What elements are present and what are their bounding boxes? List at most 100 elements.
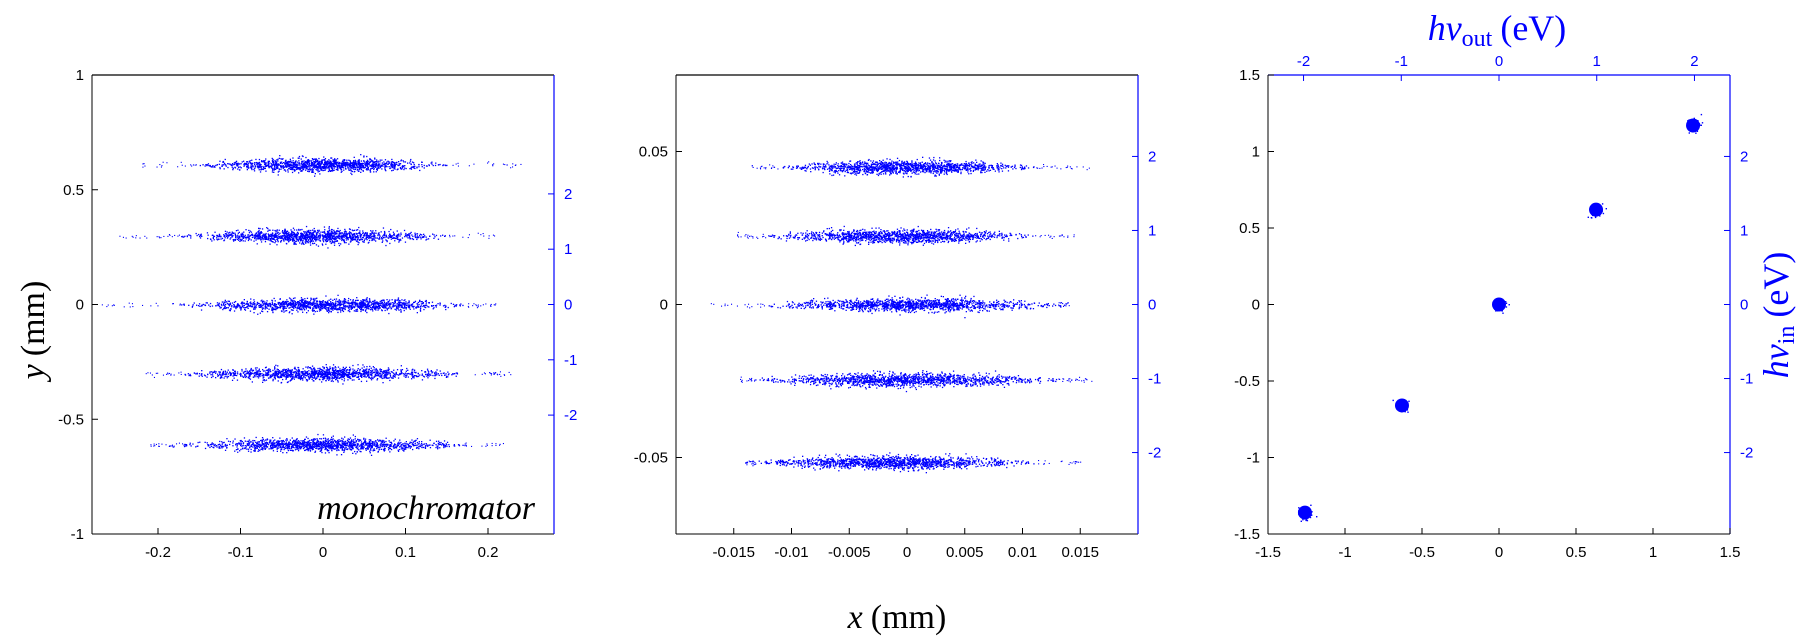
data-point: [399, 166, 402, 169]
data-point: [354, 375, 357, 377]
data-point: [225, 301, 227, 303]
data-point: [288, 307, 290, 309]
data-point: [287, 241, 290, 243]
data-point: [292, 233, 294, 236]
data-point: [357, 229, 359, 231]
data-point: [386, 161, 388, 163]
data-point: [312, 159, 314, 161]
data-point: [354, 303, 356, 305]
data-point: [282, 230, 284, 232]
data-point: [450, 302, 452, 305]
data-point: [245, 164, 247, 166]
data-point: [307, 366, 309, 368]
data-point: [341, 238, 344, 241]
data-point: [395, 372, 397, 374]
data-point: [261, 307, 263, 309]
data-point: [338, 244, 341, 247]
data-point: [421, 373, 423, 375]
data-point: [237, 229, 239, 231]
data-point: [312, 233, 314, 235]
data-point: [356, 165, 358, 167]
data-point: [316, 233, 318, 236]
data-point: [362, 167, 364, 169]
data-point: [409, 160, 412, 162]
data-point: [306, 165, 308, 167]
data-point: [169, 234, 171, 236]
data-point: [249, 162, 252, 164]
data-point: [274, 232, 277, 234]
data-point: [404, 241, 407, 243]
data-point: [421, 303, 424, 305]
data-point: [352, 230, 354, 232]
data-point: [231, 235, 233, 237]
data-point: [326, 162, 328, 165]
data-point: [330, 162, 333, 164]
data-point: [345, 231, 348, 233]
data-point: [338, 234, 340, 236]
data-point: [374, 158, 376, 160]
data-point: [377, 233, 379, 235]
data-point: [309, 233, 311, 235]
data-point: [421, 166, 423, 168]
data-point: [220, 368, 223, 371]
data-point: [286, 304, 288, 307]
data-point: [332, 299, 334, 301]
data-point: [344, 307, 346, 309]
data-point: [237, 165, 239, 167]
data-point: [237, 168, 239, 170]
data-point: [357, 166, 359, 168]
data-point: [304, 305, 306, 307]
data-point: [389, 372, 391, 375]
data-point: [313, 309, 315, 312]
data-point: [363, 303, 365, 306]
data-point: [357, 160, 359, 163]
data-point: [295, 240, 298, 242]
data-point: [209, 305, 211, 308]
data-point: [289, 311, 291, 313]
data-point: [375, 166, 377, 168]
data-point: [177, 166, 179, 168]
data-point: [221, 301, 223, 303]
data-point: [273, 297, 275, 300]
data-point: [490, 305, 492, 307]
data-point: [291, 299, 293, 301]
data-point: [264, 241, 267, 243]
data-point: [279, 307, 281, 309]
data-point: [375, 375, 378, 377]
data-point: [311, 303, 314, 305]
data-point: [371, 377, 373, 379]
data-point: [293, 235, 295, 238]
data-point: [275, 306, 278, 308]
data-point: [261, 308, 264, 310]
data-point: [459, 305, 461, 307]
data-point: [357, 235, 359, 237]
data-point: [395, 299, 397, 301]
data-point: [313, 165, 315, 167]
data-point: [223, 377, 225, 379]
data-point: [266, 300, 268, 302]
data-point: [324, 239, 326, 241]
data-point: [259, 236, 261, 238]
data-point: [359, 307, 361, 309]
data-point: [372, 232, 374, 234]
data-point: [252, 166, 254, 168]
data-point: [392, 235, 394, 237]
data-point: [346, 370, 348, 372]
data-point: [283, 306, 285, 308]
data-point: [317, 162, 320, 164]
y-tick-label: 1: [76, 67, 84, 84]
data-point: [444, 304, 446, 306]
data-point: [344, 301, 347, 303]
data-point: [364, 161, 366, 164]
data-point: [326, 164, 328, 166]
data-point: [337, 308, 339, 311]
data-point: [255, 369, 257, 371]
data-point: [264, 308, 266, 310]
data-point: [309, 242, 311, 244]
data-point: [235, 307, 237, 310]
data-point: [342, 301, 344, 303]
data-point: [452, 373, 455, 375]
data-point: [238, 163, 241, 165]
data-point: [282, 158, 284, 160]
data-point: [344, 234, 346, 237]
